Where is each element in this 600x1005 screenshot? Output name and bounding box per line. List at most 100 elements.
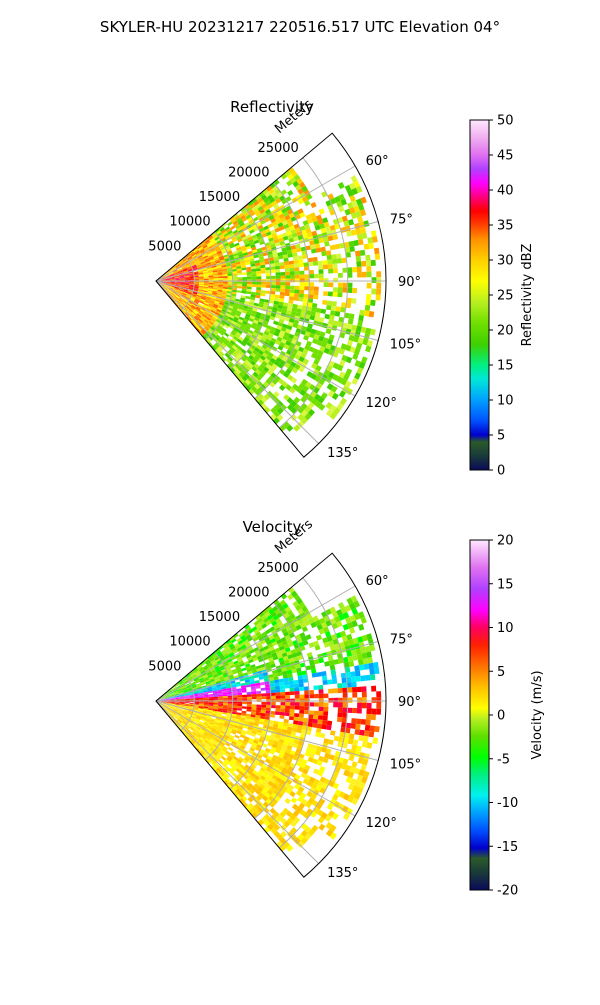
radar-cell — [218, 702, 223, 704]
radar-cell — [375, 254, 380, 260]
radar-cell — [324, 283, 329, 288]
radar-cell — [367, 657, 373, 664]
radar-cell — [242, 697, 247, 700]
radar-cell — [321, 309, 327, 314]
radar-cell — [260, 713, 265, 716]
radar-cell — [376, 697, 381, 703]
radar-cell — [300, 278, 305, 282]
radar-cell — [289, 681, 294, 685]
radar-cell — [314, 694, 319, 698]
radar-cell — [261, 688, 266, 691]
radar-cell — [290, 688, 295, 692]
radar-cell — [363, 658, 369, 664]
radar-cell — [372, 697, 377, 703]
radar-cell — [299, 683, 304, 687]
radar-cell — [279, 715, 284, 719]
radar-cell — [351, 677, 356, 683]
radar-cell — [314, 711, 319, 716]
radar-cell — [223, 276, 228, 278]
reflectivity-colorbar-label: Reflectivity dBZ — [520, 244, 535, 347]
radar-cell — [298, 259, 303, 264]
radar-cell — [334, 736, 340, 742]
radar-cell — [343, 703, 348, 708]
figure-title: SKYLER-HU 20231217 220516.517 UTC Elevat… — [100, 18, 500, 36]
radar-cell — [352, 687, 357, 692]
velocity-colorbar — [470, 540, 489, 890]
radar-cell — [371, 709, 376, 715]
radar-cell — [295, 702, 300, 706]
radar-cell — [368, 663, 374, 669]
radar-cell — [256, 694, 261, 697]
radar-cell — [376, 691, 381, 697]
radar-cell — [284, 798, 290, 804]
radar-cell — [338, 182, 345, 189]
radar-cell — [290, 699, 295, 703]
radar-cell — [295, 699, 300, 703]
radar-cell — [305, 278, 310, 282]
radar-cell — [371, 260, 376, 266]
radar-cell — [290, 709, 295, 713]
radar-cell — [333, 292, 338, 297]
radar-cell — [199, 279, 204, 280]
radar-cell — [361, 719, 366, 725]
radar-cell — [326, 725, 332, 730]
radar-cell — [309, 694, 314, 698]
radar-cell — [256, 287, 261, 290]
colorbar-tick-label: 30 — [497, 254, 514, 269]
radar-cell — [223, 282, 228, 284]
radar-cell — [312, 257, 317, 262]
radar-cell — [245, 296, 250, 299]
radar-cell — [309, 690, 314, 694]
radar-cell — [357, 320, 363, 326]
radar-cell — [352, 682, 357, 688]
radar-cell — [366, 708, 371, 714]
radar-cell — [311, 307, 317, 312]
radar-cell — [295, 275, 300, 279]
radar-cell — [371, 230, 377, 237]
range-tick-label: 25000 — [257, 141, 298, 156]
radar-cell — [295, 706, 300, 710]
radar-cell — [261, 693, 266, 696]
radar-cell — [343, 693, 348, 698]
radar-cell — [343, 283, 348, 288]
radar-cell — [324, 694, 329, 699]
radar-cell — [362, 272, 367, 278]
radar-cell — [285, 286, 290, 290]
radar-cell — [304, 274, 309, 278]
radar-cell — [228, 704, 233, 706]
radar-cell — [295, 691, 300, 695]
radar-cell — [312, 723, 317, 728]
radar-cell — [284, 265, 289, 269]
radar-cell — [332, 679, 337, 684]
radar-cell — [257, 282, 262, 285]
radar-cell — [266, 693, 271, 696]
radar-cell — [319, 689, 324, 694]
colorbar-tick-label: 45 — [497, 149, 514, 164]
radar-cell — [247, 702, 252, 705]
radar-cell — [237, 702, 242, 704]
radar-cell — [365, 725, 370, 731]
radar-cell — [218, 698, 223, 700]
radar-cell — [358, 624, 364, 631]
radar-cell — [360, 250, 366, 256]
radar-cell — [324, 703, 329, 708]
radar-cell — [376, 277, 381, 283]
radar-cell — [256, 710, 261, 713]
radar-cell — [271, 696, 276, 699]
radar-cell — [333, 268, 338, 273]
radar-cell — [266, 270, 271, 273]
radar-cell — [313, 715, 318, 720]
radar-cell — [233, 275, 238, 277]
radar-cell — [290, 279, 295, 283]
radar-cell — [370, 725, 376, 731]
radar-cell — [247, 284, 252, 287]
radar-cell — [285, 268, 290, 272]
radar-cell — [280, 285, 285, 289]
radar-cell — [355, 729, 361, 735]
radar-cell — [275, 689, 280, 693]
radar-cell — [271, 690, 276, 694]
radar-cell — [285, 709, 290, 713]
radar-cell — [304, 286, 309, 290]
radar-cell — [323, 711, 328, 716]
radar-cell — [256, 268, 261, 271]
